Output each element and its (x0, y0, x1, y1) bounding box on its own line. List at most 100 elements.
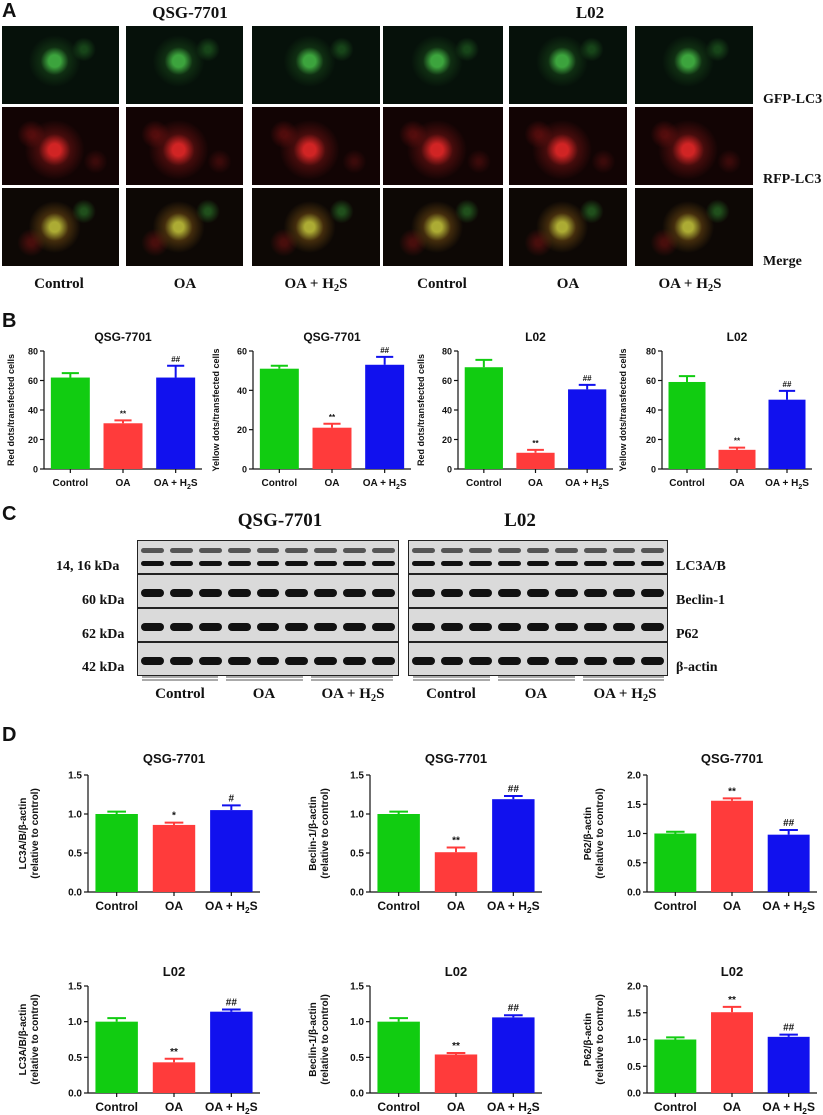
blot-band (285, 548, 309, 553)
micrograph-gfp-3 (252, 26, 380, 104)
bar-control (95, 1021, 138, 1093)
x-tick-label: OA (325, 478, 340, 489)
blot-band (641, 623, 664, 631)
kda-label-actin: 42 kDa (82, 660, 125, 675)
blot-band (285, 623, 309, 631)
significance-marker: ## (583, 374, 592, 383)
x-tick-label: Control (466, 478, 502, 489)
protein-label-lc3: LC3A/B (676, 559, 726, 574)
blot-band (198, 589, 222, 597)
y-tick-label: 1.5 (350, 982, 364, 993)
y-axis-label: (relative to control) (320, 788, 331, 879)
panel-c-label: C (2, 503, 17, 525)
y-tick-label: 0.5 (350, 1053, 364, 1064)
blot-band (498, 623, 521, 631)
significance-marker: ## (171, 355, 180, 364)
blot-band (440, 657, 464, 665)
x-tick-label: Control (95, 1100, 138, 1114)
col-label-control-2: Control (417, 276, 467, 292)
blot-strip-actin-qsg (137, 642, 399, 676)
blot-strip-lc3-qsg (137, 540, 399, 574)
y-tick-label: 0.5 (68, 849, 82, 860)
blot-band (498, 589, 521, 597)
blot-band (256, 589, 280, 597)
y-tick-label: 60 (28, 376, 38, 386)
bar-chart-6: QSG-7701 0.0 0.5 1.0 1.5 Beclin-1/β-actin (rel… (308, 751, 542, 915)
y-axis-label: (relative to control) (595, 994, 606, 1085)
blot-band (555, 589, 578, 597)
y-tick-label: 60 (237, 347, 247, 357)
x-tick-label: OA + H2S (363, 478, 407, 491)
x-tick-label: OA + H2S (205, 899, 258, 915)
x-tick-label: OA (447, 899, 465, 913)
bar-chart-1: QSG-7701 0 20 40 60 80 Red dots/transfected ce… (6, 330, 202, 491)
blot-band (169, 657, 193, 665)
blot-band (343, 561, 367, 566)
bar-chart-2: QSG-7701 0 20 40 60 Yellow dots/transfected c… (211, 330, 411, 491)
blot-group-lines (142, 676, 664, 681)
col-label-oa-1: OA (173, 276, 197, 292)
chart-title: L02 (525, 330, 546, 344)
bar-oa (312, 427, 352, 469)
bar-chart-7: QSG-7701 0.0 0.5 1.0 1.5 2.0 P62/β-actin (relat… (583, 751, 817, 915)
blot-band (469, 589, 492, 597)
micrograph-gfp-5 (509, 26, 627, 104)
blot-band (285, 657, 309, 665)
x-tick-label: Control (654, 899, 697, 913)
bar-oa-h2s (768, 399, 806, 469)
y-tick-label: 20 (442, 435, 452, 445)
micrograph-rfp-3 (252, 107, 380, 185)
blot-band (169, 589, 193, 597)
bar-oa-h2s (492, 1017, 535, 1093)
blot-band (198, 548, 222, 553)
bar-oa-h2s (767, 834, 810, 892)
significance-marker: * (172, 811, 176, 822)
bar-oa (152, 824, 196, 892)
kda-label-lc3: 14, 16 kDa (56, 559, 120, 574)
blot-band (256, 657, 280, 665)
protein-label-p62: P62 (676, 627, 699, 642)
micrograph-gfp-1 (2, 26, 119, 104)
y-tick-label: 1.5 (627, 800, 641, 811)
y-tick-label: 60 (442, 376, 452, 386)
x-tick-label: OA + H2S (487, 1100, 540, 1115)
micrograph-merge-2 (126, 188, 243, 266)
bar-oa (718, 449, 756, 469)
row-label-rfp: RFP-LC3 (763, 172, 822, 187)
significance-marker: ## (783, 818, 795, 829)
x-tick-label: Control (377, 1100, 420, 1114)
x-tick-label: OA (723, 899, 741, 913)
micrograph-merge-4 (383, 188, 503, 266)
bar-oa (711, 800, 753, 892)
x-tick-label: OA (528, 478, 543, 489)
micrograph-rfp-5 (509, 107, 627, 185)
y-axis-label: (relative to control) (595, 788, 606, 879)
micrograph-gfp-4 (383, 26, 503, 104)
y-tick-label: 0 (651, 465, 656, 475)
blot-strip-p62-qsg (137, 608, 399, 642)
blot-band (227, 589, 251, 597)
blot-group-control-2: Control (426, 686, 476, 702)
bar-oa (103, 423, 143, 469)
panel-b-label: B (2, 310, 17, 332)
y-tick-label: 0.0 (350, 888, 364, 899)
micrograph-rfp-6 (635, 107, 753, 185)
y-tick-label: 20 (237, 425, 247, 435)
blot-band (314, 657, 338, 665)
y-tick-label: 60 (646, 376, 656, 386)
y-tick-label: 40 (442, 406, 452, 416)
protein-label-actin: β-actin (676, 660, 718, 675)
blot-band (169, 623, 193, 631)
blot-band (169, 561, 193, 566)
significance-marker: ** (728, 995, 736, 1006)
significance-marker: ** (329, 413, 336, 422)
y-tick-label: 20 (28, 435, 38, 445)
significance-marker: ** (452, 836, 460, 847)
bar-control (95, 814, 138, 892)
x-tick-label: OA + H2S (487, 899, 540, 915)
blot-band (440, 561, 464, 566)
significance-marker: ## (508, 784, 520, 795)
micrograph-rfp-4 (383, 107, 503, 185)
blot-band (526, 589, 550, 597)
blot-group-oah2s-2: OA + H2S (593, 686, 657, 704)
